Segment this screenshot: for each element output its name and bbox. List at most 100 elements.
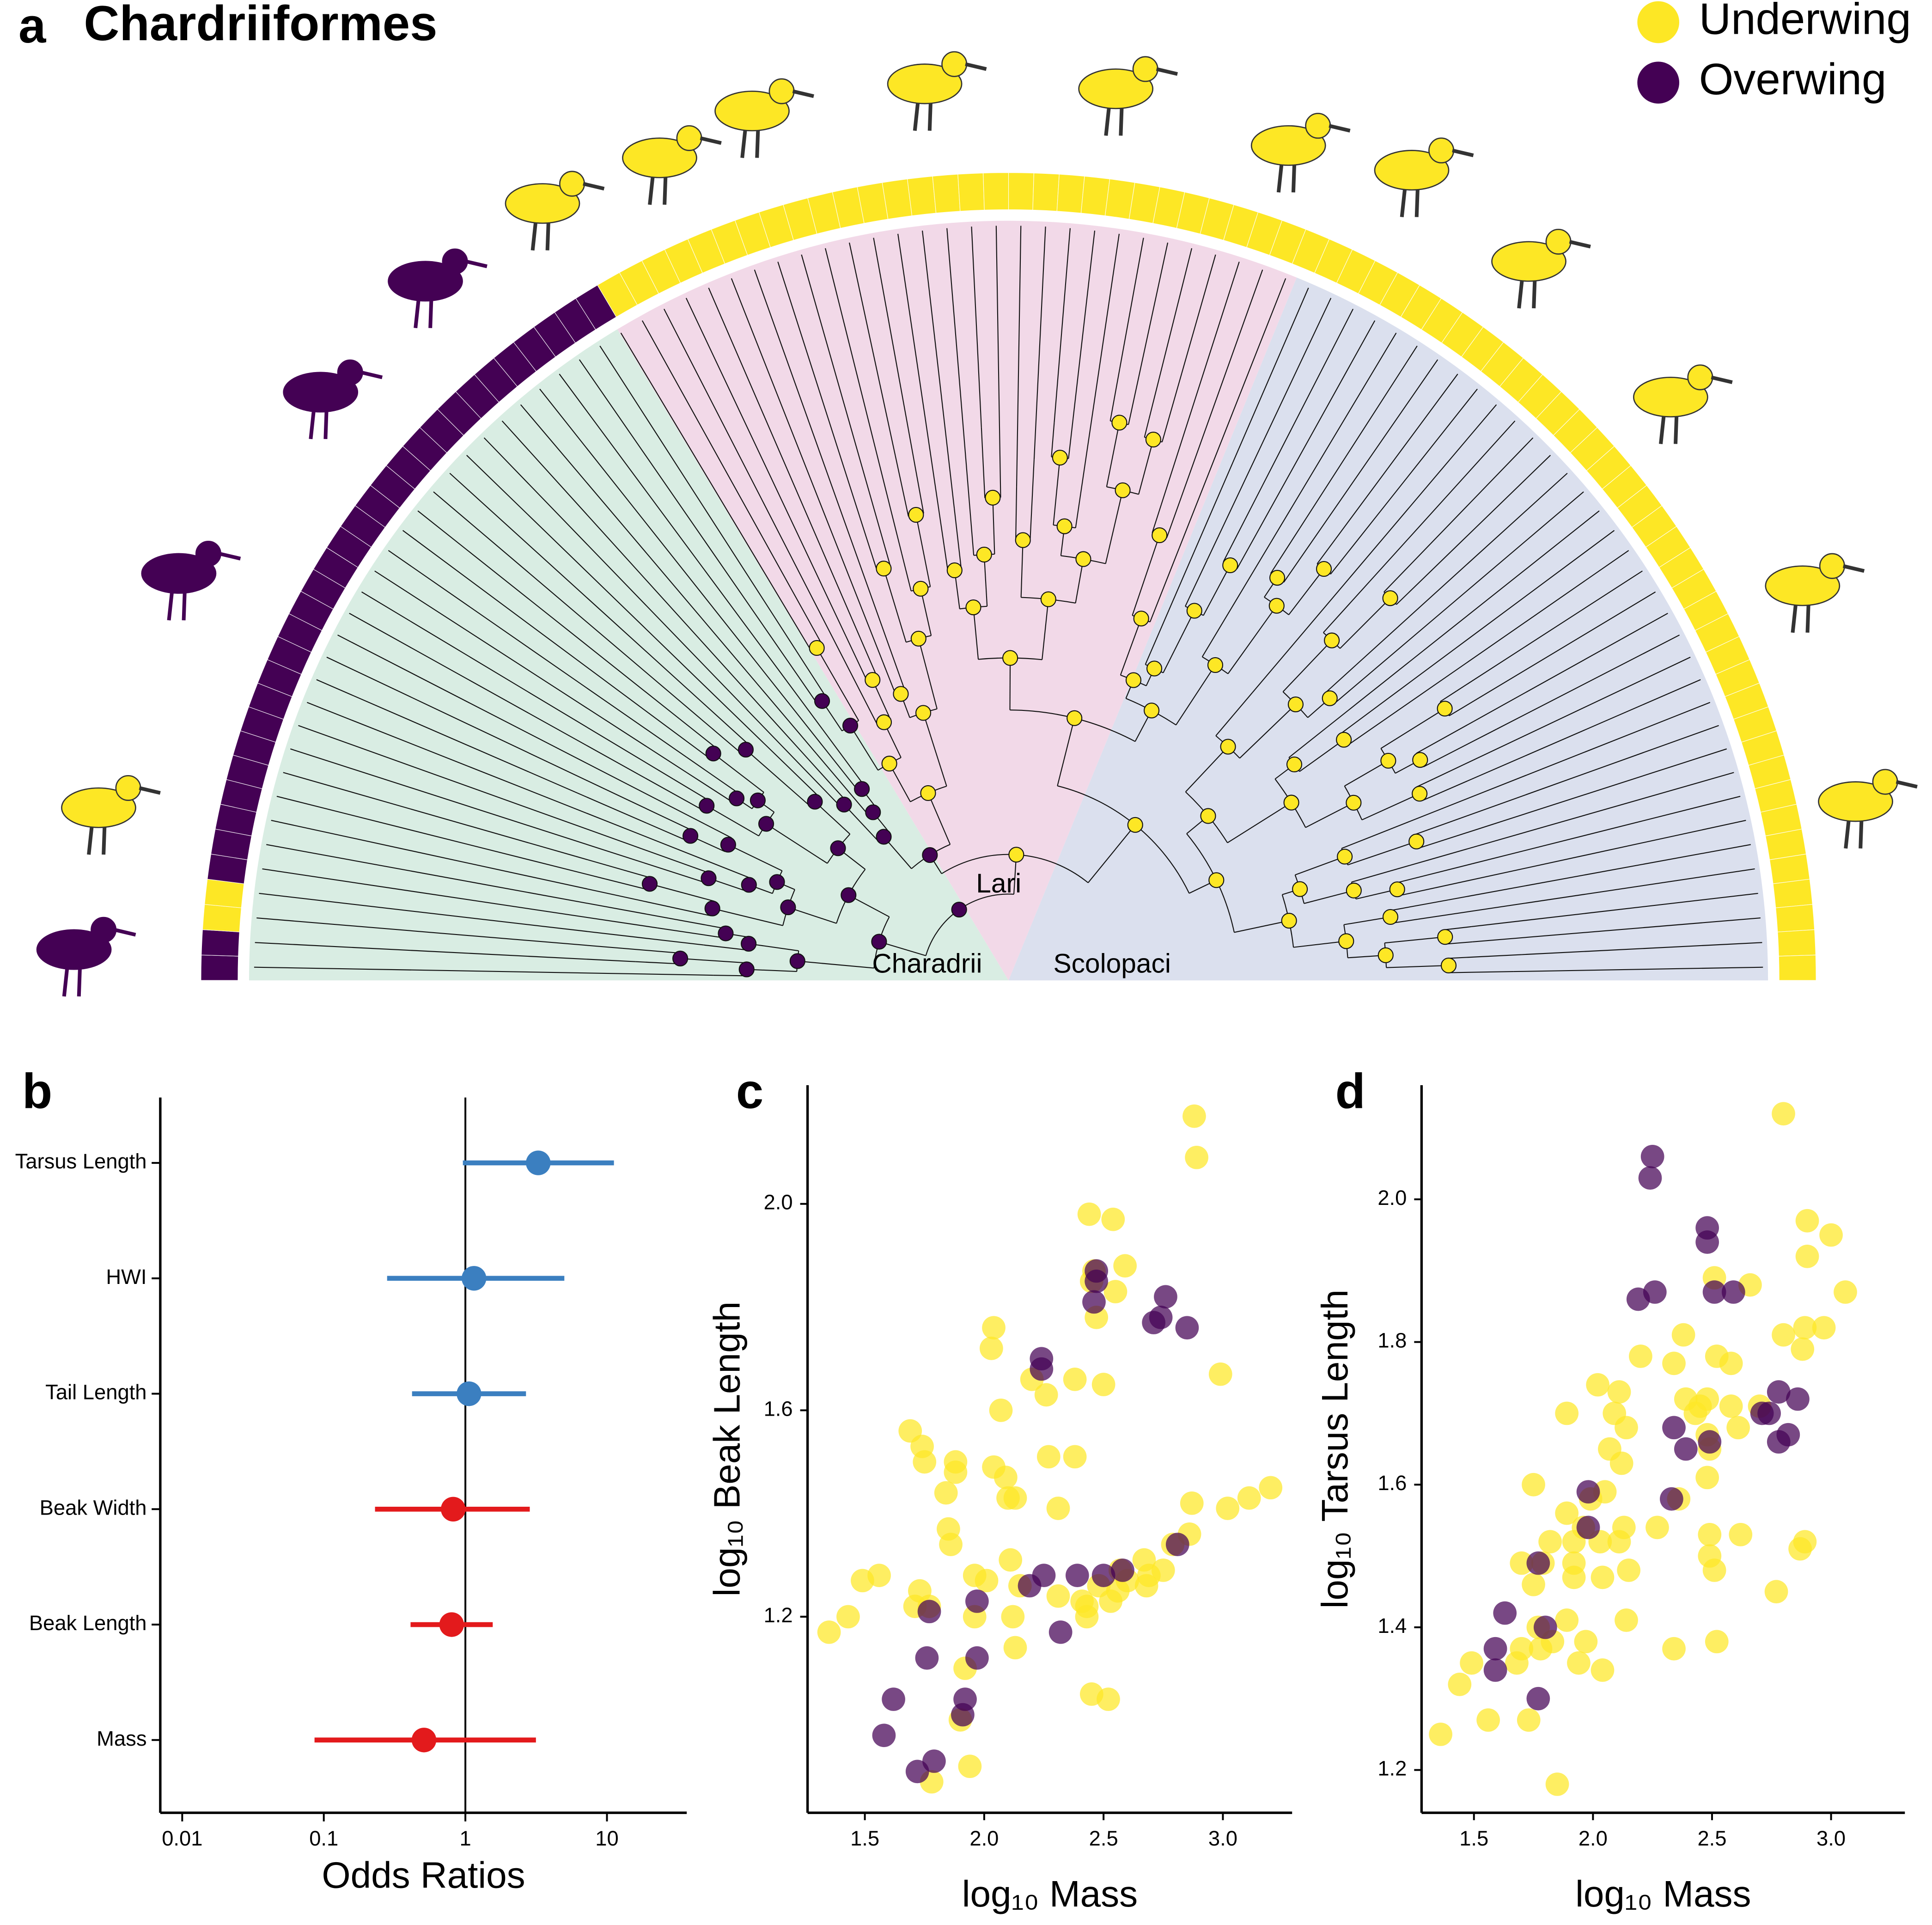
ancestral-state-node xyxy=(1336,732,1352,748)
scatter-point xyxy=(1483,1637,1507,1661)
bird-beak xyxy=(139,786,161,795)
branch xyxy=(768,579,812,652)
chart-title: Chardriiformes xyxy=(84,0,437,51)
ancestral-state-node xyxy=(1200,808,1216,824)
branch xyxy=(1451,455,1551,552)
ancestral-state-node xyxy=(1286,756,1303,773)
branch xyxy=(1380,708,1445,749)
branch xyxy=(1341,836,1372,849)
bird-head xyxy=(676,125,702,151)
branch xyxy=(1295,856,1345,875)
ancestral-state-node xyxy=(871,934,887,950)
branch xyxy=(1440,679,1701,794)
y-tick-label: Tail Length xyxy=(45,1381,146,1404)
branch xyxy=(801,254,885,547)
ancestral-state-node xyxy=(976,546,992,563)
scatter-point xyxy=(1505,1651,1529,1675)
branch xyxy=(1433,656,1691,780)
ancestral-state-node xyxy=(758,816,774,832)
scatter-point xyxy=(1103,1280,1128,1303)
scatter-point xyxy=(1791,1337,1815,1361)
scatter-point xyxy=(1772,1323,1795,1347)
branch xyxy=(1161,373,1182,442)
branch xyxy=(797,960,874,969)
panel-label: d xyxy=(1335,1063,1365,1119)
branch xyxy=(1282,640,1332,692)
scatter-point xyxy=(1097,1687,1120,1711)
scatter-point xyxy=(1460,1651,1483,1675)
bird-body xyxy=(1374,150,1450,191)
branch xyxy=(1383,543,1431,593)
ancestral-state-node xyxy=(1186,603,1202,619)
ancestral-state-node xyxy=(965,599,981,616)
scatter-point xyxy=(1510,1551,1534,1575)
ancestral-state-node xyxy=(789,953,805,969)
scatter-point xyxy=(1001,1605,1025,1629)
branch xyxy=(1435,819,1746,888)
branch xyxy=(1361,793,1420,820)
branch xyxy=(1161,262,1240,505)
branch xyxy=(1149,548,1180,622)
ancestral-state-node xyxy=(1412,752,1428,768)
branch xyxy=(1473,612,1668,722)
bird-head xyxy=(768,78,795,104)
branch xyxy=(326,656,632,802)
branch xyxy=(1144,418,1150,438)
bird-body xyxy=(887,63,963,104)
branch xyxy=(731,278,884,662)
x-tick-label: 1.5 xyxy=(1459,1827,1488,1850)
branch xyxy=(920,588,932,636)
scatter-point xyxy=(1646,1516,1669,1540)
branch xyxy=(1339,687,1403,735)
branch xyxy=(1042,599,1049,660)
scatter-point xyxy=(1586,1373,1610,1397)
bird-silhouette xyxy=(1633,364,1733,444)
bird-silhouette xyxy=(1818,769,1918,849)
scatter-point xyxy=(1786,1387,1810,1411)
scatter-point xyxy=(1063,1445,1087,1469)
x-tick-label: 1.5 xyxy=(850,1827,879,1850)
ancestral-state-node xyxy=(910,630,926,647)
branch xyxy=(1456,570,1643,691)
bird-beak xyxy=(792,89,814,98)
branch xyxy=(1239,704,1296,759)
branch xyxy=(897,233,945,545)
ancestral-state-node xyxy=(1127,817,1143,833)
branch xyxy=(1369,420,1516,582)
bird-silhouette xyxy=(1765,553,1865,633)
scatter-point xyxy=(905,1760,929,1784)
point-estimate xyxy=(457,1381,481,1406)
scatter-point xyxy=(1048,1620,1073,1644)
scatter-point xyxy=(915,1646,939,1670)
ancestral-state-node xyxy=(1075,551,1091,567)
trait-ring-cell xyxy=(202,904,242,933)
scatter-point xyxy=(1698,1430,1722,1454)
branch xyxy=(307,702,678,850)
scatter-point xyxy=(1165,1533,1189,1556)
x-tick-label: 2.5 xyxy=(1697,1827,1726,1850)
branch xyxy=(298,725,642,849)
scatter-point xyxy=(1609,1451,1633,1475)
ancestral-state-node xyxy=(1382,590,1398,606)
branch xyxy=(873,238,909,429)
branch xyxy=(1262,308,1354,486)
trait-ring-cell xyxy=(1056,174,1085,214)
bird-head xyxy=(559,171,585,197)
scatter-point xyxy=(1674,1437,1698,1461)
branch xyxy=(1152,504,1162,533)
trait-ring-cell xyxy=(957,172,985,212)
scatter-point xyxy=(1643,1280,1667,1304)
branch xyxy=(1384,936,1445,944)
branch xyxy=(1423,728,1497,767)
y-tick-label: 1.6 xyxy=(764,1397,793,1420)
trait-ring-cell xyxy=(1008,172,1034,210)
branch xyxy=(1355,510,1600,705)
branch xyxy=(708,287,857,629)
bird-head xyxy=(941,51,968,77)
ancestral-state-node xyxy=(1040,591,1056,607)
scatter-point xyxy=(1142,1311,1165,1334)
branch xyxy=(983,554,988,606)
branch xyxy=(1522,942,1762,955)
